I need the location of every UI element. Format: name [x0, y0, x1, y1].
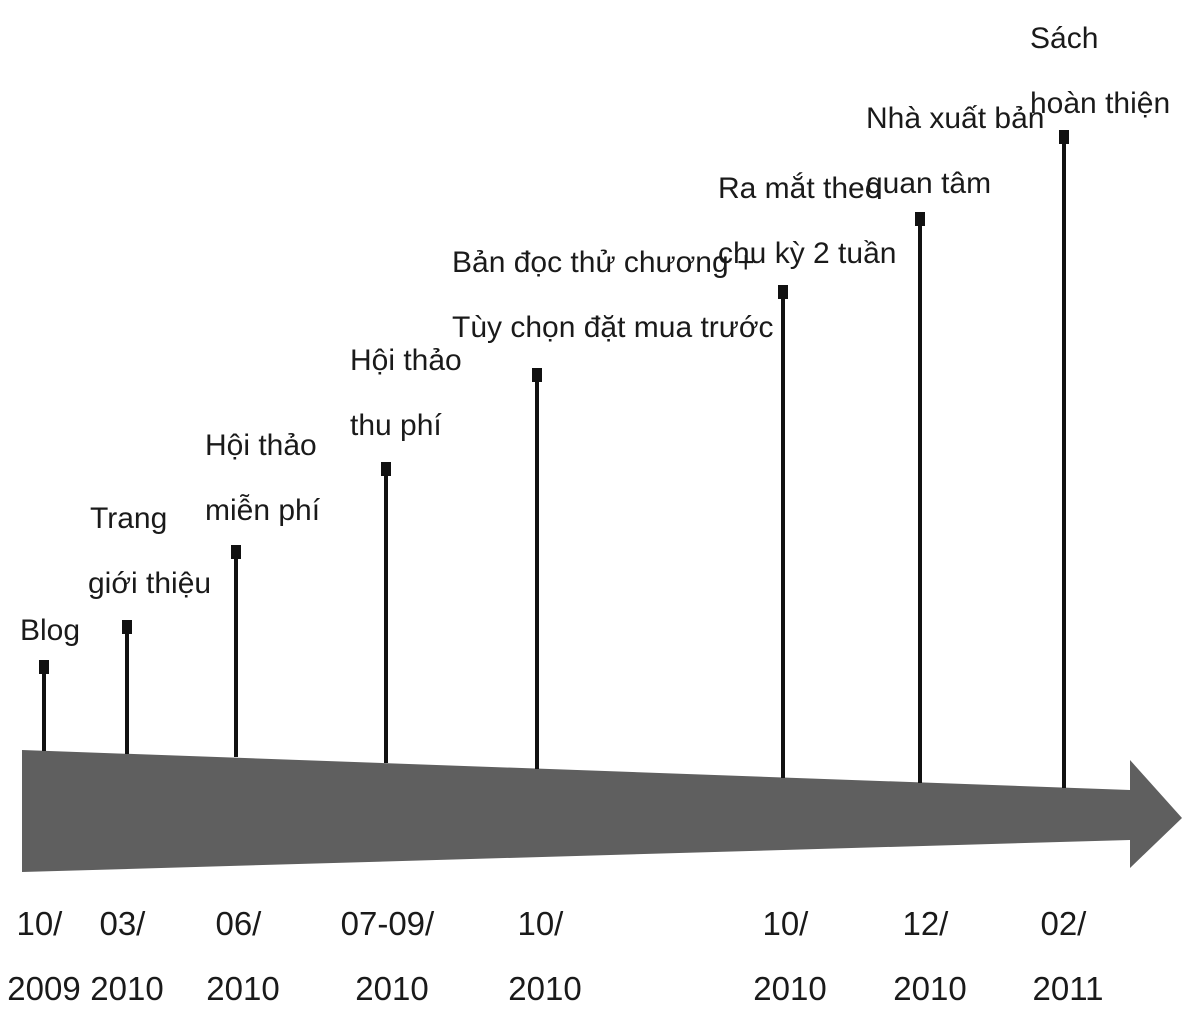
event-date: 02/ 2011 — [1033, 905, 1104, 1007]
event-label: Bản đọc thử chương + Tùy chọn đặt mua tr… — [452, 246, 774, 344]
event-label: Hội thảo miễn phí — [205, 429, 325, 527]
event-marker — [39, 660, 49, 674]
event-marker — [122, 620, 132, 634]
timeline-arrow — [22, 750, 1182, 872]
event-date: 07-09/ 2010 — [341, 905, 444, 1007]
event-date: 10/ 2010 — [753, 905, 826, 1007]
event-label: Sách hoàn thiện — [1030, 22, 1170, 120]
event-label: Nhà xuất bản quan tâm — [866, 102, 1053, 200]
timeline-event: Trang giới thiệu 03/ 2010 — [88, 502, 211, 1007]
timeline-event: Sách hoàn thiện 02/ 2011 — [1030, 22, 1170, 1007]
event-date: 10/ 2009 — [7, 905, 80, 1007]
event-date: 03/ 2010 — [90, 905, 163, 1007]
event-marker — [381, 462, 391, 476]
event-date: 12/ 2010 — [893, 905, 966, 1007]
event-marker — [778, 285, 788, 299]
timeline-event: Nhà xuất bản quan tâm 12/ 2010 — [866, 102, 1053, 1007]
event-date: 10/ 2010 — [508, 905, 581, 1007]
event-label: Ra mắt theo chu kỳ 2 tuần — [718, 172, 896, 270]
event-marker — [532, 368, 542, 382]
event-marker — [1059, 130, 1069, 144]
timeline-event: Hội thảo thu phí 07-09/ 2010 — [341, 344, 470, 1007]
timeline-event: Bản đọc thử chương + Tùy chọn đặt mua tr… — [452, 246, 774, 1007]
event-date: 06/ 2010 — [206, 905, 279, 1007]
timeline-event: Ra mắt theo chu kỳ 2 tuần 10/ 2010 — [718, 172, 896, 1007]
event-label: Blog — [20, 614, 80, 647]
timeline-event: Hội thảo miễn phí 06/ 2010 — [205, 429, 325, 1007]
timeline-event: Blog 10/ 2009 — [7, 614, 80, 1007]
event-marker — [231, 545, 241, 559]
event-marker — [915, 212, 925, 226]
event-label: Hội thảo thu phí — [350, 344, 470, 442]
event-label: Trang giới thiệu — [88, 502, 211, 600]
